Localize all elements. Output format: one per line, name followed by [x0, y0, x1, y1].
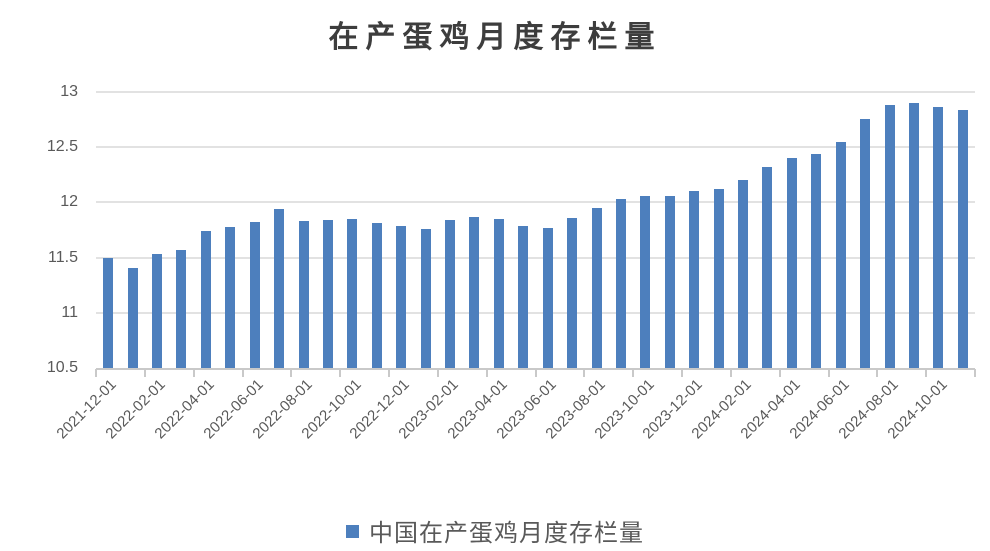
bar — [664, 195, 675, 368]
legend-label: 中国在产蛋鸡月度存栏量 — [369, 519, 644, 547]
bar — [225, 226, 236, 368]
y-tick-label: 10.5 — [46, 359, 78, 376]
x-axis-tick — [339, 369, 342, 377]
y-tick-label: 12 — [60, 193, 78, 211]
bar — [713, 189, 724, 368]
y-tick-label: 11 — [61, 303, 78, 321]
bar — [274, 209, 285, 368]
gridline — [96, 256, 975, 259]
x-axis-tick — [192, 369, 195, 377]
bar — [542, 227, 553, 368]
bar — [371, 223, 382, 368]
bar — [884, 105, 895, 368]
bar — [835, 141, 846, 368]
bar — [298, 221, 309, 368]
plot-area — [96, 91, 975, 370]
legend: 中国在产蛋鸡月度存栏量 — [0, 513, 990, 548]
bar — [322, 220, 333, 368]
bar — [640, 195, 651, 368]
y-tick-label: 12.5 — [46, 138, 78, 156]
gridline — [96, 201, 975, 204]
x-axis-tick — [681, 369, 683, 377]
x-axis-tick — [143, 369, 146, 377]
bar — [176, 249, 187, 368]
gridline — [96, 146, 975, 149]
bar — [567, 217, 578, 368]
bar — [420, 228, 431, 368]
bar — [738, 180, 749, 368]
bar — [127, 267, 138, 368]
bar — [493, 218, 504, 368]
x-axis-tick — [876, 369, 879, 377]
bar — [762, 167, 773, 368]
x-axis-tick — [534, 369, 537, 377]
bar — [249, 222, 260, 368]
bar — [469, 216, 480, 368]
bar — [908, 103, 919, 368]
bar — [200, 231, 211, 368]
gridline — [96, 311, 975, 314]
y-tick-label: 11.5 — [48, 248, 78, 266]
bar — [957, 109, 968, 368]
x-axis-tick — [729, 369, 732, 377]
gridline — [96, 91, 975, 93]
y-tick-label: 13 — [60, 83, 78, 100]
x-axis-tick — [778, 369, 781, 377]
x-axis-tick — [436, 369, 439, 377]
x-axis-tick — [925, 369, 928, 377]
x-axis-tick — [827, 369, 830, 377]
bar — [811, 153, 822, 368]
x-axis-tick — [974, 369, 976, 377]
x-axis-tick — [632, 369, 635, 377]
bar — [786, 158, 797, 368]
bar — [860, 118, 871, 368]
bar — [445, 220, 456, 368]
legend-swatch-icon — [346, 525, 359, 538]
bar — [689, 191, 700, 368]
chart-title: 在产蛋鸡月度存栏量 — [328, 20, 662, 55]
bar — [518, 225, 529, 368]
x-axis-tick — [583, 369, 586, 377]
x-axis-tick — [290, 369, 293, 377]
x-axis-tick — [388, 369, 390, 377]
x-axis-tick — [241, 369, 244, 377]
bar — [152, 254, 163, 368]
x-axis-tick — [485, 369, 488, 377]
x-axis-tick — [95, 369, 97, 377]
bar — [396, 225, 407, 368]
bar — [615, 199, 626, 368]
bar — [591, 207, 602, 368]
bar — [933, 107, 944, 368]
bar — [347, 218, 358, 368]
bar — [103, 257, 114, 368]
